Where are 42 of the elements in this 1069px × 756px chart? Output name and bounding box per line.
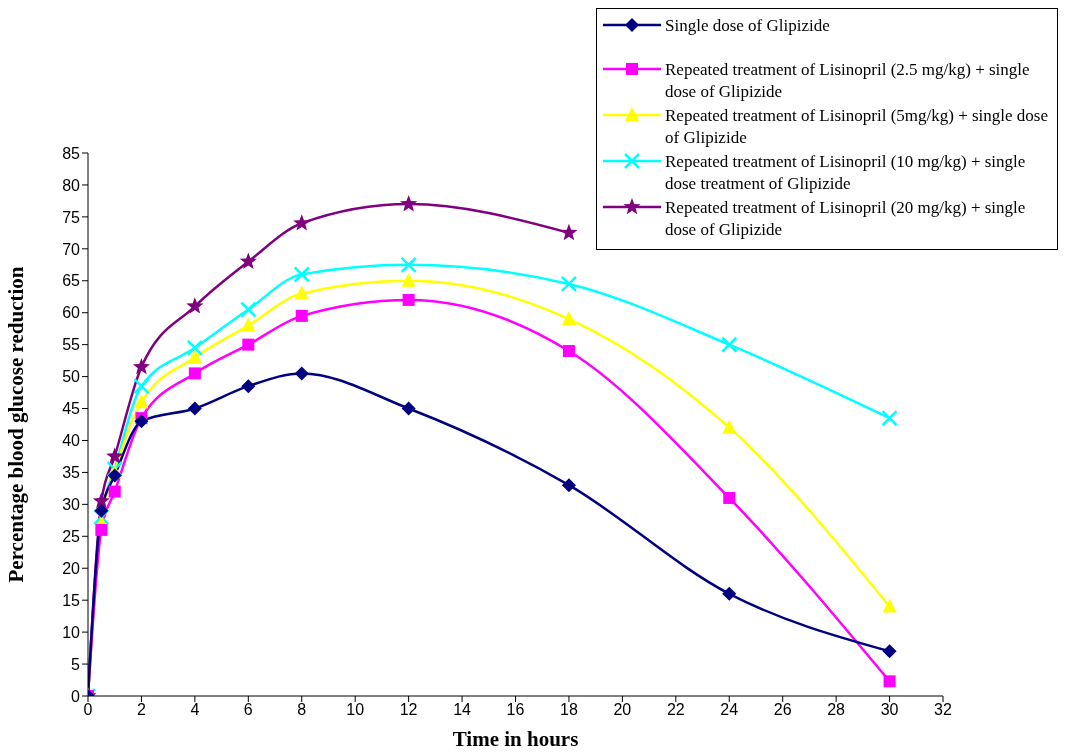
y-tick-label: 10 xyxy=(62,623,81,641)
y-tick-label: 0 xyxy=(71,687,81,705)
y-tick-label: 75 xyxy=(62,208,81,226)
x-tick-label: 10 xyxy=(346,701,365,719)
x-tick-label: 12 xyxy=(399,701,418,719)
y-tick-label: 60 xyxy=(62,304,81,322)
y-tick-label: 70 xyxy=(62,240,81,258)
legend-label: Repeated treatment of Lisinopril (20 mg/kg) + single dose of Glipizide xyxy=(665,197,1027,241)
y-tick-label: 15 xyxy=(62,591,81,609)
legend-label: Single dose of Glipizide xyxy=(665,15,830,37)
y-tick-label: 45 xyxy=(62,400,81,418)
x-tick-label: 26 xyxy=(773,701,792,719)
y-tick-label: 30 xyxy=(62,496,81,514)
legend-label: Repeated treatment of Lisinopril (2.5 mg/kg) + single dose of Glipizide xyxy=(665,59,1031,103)
y-tick-label: 35 xyxy=(62,464,81,482)
legend-label: Repeated treatment of Lisinopril (10 mg/kg) + single dose treatment of Glipizide xyxy=(665,151,1027,195)
y-tick-label: 40 xyxy=(62,432,81,450)
x-tick-label: 8 xyxy=(297,701,307,719)
y-tick-label: 20 xyxy=(62,559,81,577)
x-tick-label: 16 xyxy=(506,701,525,719)
y-tick-label: 25 xyxy=(62,527,81,545)
x-tick-label: 20 xyxy=(613,701,632,719)
x-tick-label: 28 xyxy=(827,701,846,719)
x-tick-label: 30 xyxy=(880,701,899,719)
x-tick-label: 18 xyxy=(560,701,578,719)
x-tick-label: 6 xyxy=(243,701,253,719)
x-tick-label: 14 xyxy=(453,701,472,719)
legend-label: Repeated treatment of Lisinopril (5mg/kg) + single dose of Glipizide xyxy=(665,105,1050,149)
y-tick-label: 55 xyxy=(62,336,81,354)
y-tick-label: 50 xyxy=(62,368,81,386)
y-tick-label: 5 xyxy=(71,655,81,673)
y-tick-label: 80 xyxy=(62,176,81,194)
y-tick-label: 85 xyxy=(62,144,81,162)
x-tick-label: 4 xyxy=(190,701,200,719)
x-axis-title: Time in hours xyxy=(452,727,579,751)
x-tick-label: 24 xyxy=(720,701,739,719)
x-tick-label: 0 xyxy=(83,701,93,719)
y-tick-label: 65 xyxy=(62,272,81,290)
x-tick-label: 32 xyxy=(934,701,952,719)
x-tick-label: 2 xyxy=(136,701,146,719)
x-tick-label: 22 xyxy=(666,701,685,719)
y-axis-title: Percentage blood glucose reduction xyxy=(4,266,29,583)
